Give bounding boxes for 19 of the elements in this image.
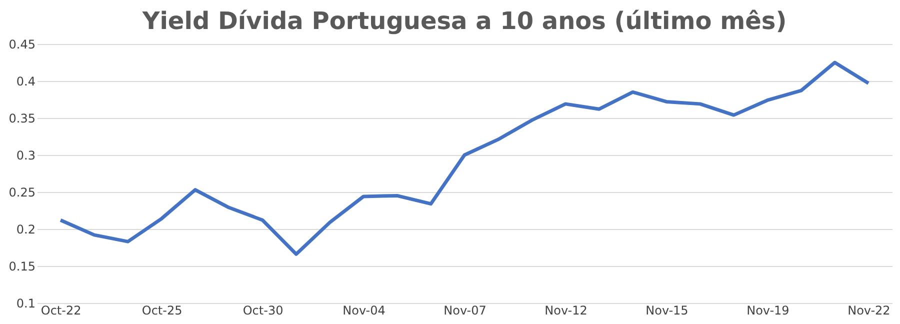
x-tick-label: Nov-04 xyxy=(342,304,386,318)
x-tick-label: Nov-07 xyxy=(444,304,486,318)
chart-title: Yield Dívida Portuguesa a 10 anos (último mês) xyxy=(141,7,787,35)
line-series xyxy=(58,60,870,256)
y-tick-label: 0.1 xyxy=(16,296,36,310)
y-tick-label: 0.3 xyxy=(16,148,36,162)
y-tick-label: 0.4 xyxy=(16,74,36,88)
x-tick-label: Nov-19 xyxy=(746,304,790,318)
x-tick-label: Oct-25 xyxy=(142,304,182,318)
y-tick-label: 0.35 xyxy=(8,112,36,126)
y-tick-label: 0.2 xyxy=(16,222,36,236)
y-tick-label: 0.45 xyxy=(8,38,36,52)
x-tick-label: Oct-30 xyxy=(242,304,284,318)
x-tick-label: Nov-15 xyxy=(646,304,688,318)
x-tick-label: Oct-22 xyxy=(40,304,82,318)
x-tick-label: Nov-22 xyxy=(848,304,890,318)
y-tick-label: 0.25 xyxy=(8,186,36,200)
y-tick-label: 0.15 xyxy=(8,260,36,274)
x-tick-label: Nov-12 xyxy=(544,304,588,318)
